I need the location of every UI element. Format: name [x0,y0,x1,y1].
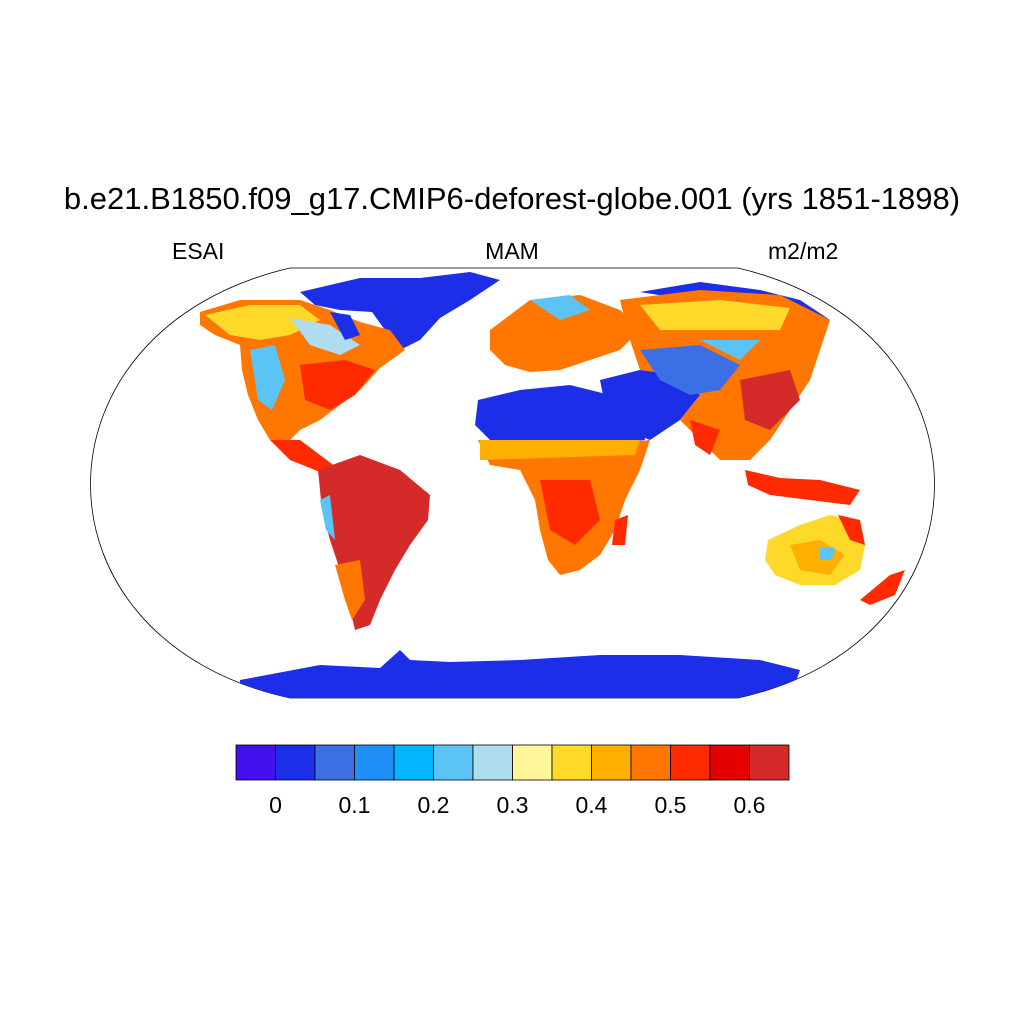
colorbar-swatch [591,744,632,781]
colorbar [235,744,790,781]
colorbar-swatch [512,744,553,781]
colorbar-swatch [354,744,395,781]
indonesia [745,470,860,505]
season-label: MAM [485,238,539,264]
antarctica [240,650,800,698]
new-zealand [860,570,905,605]
colorbar-tick-label: 0.5 [655,792,687,818]
colorbar-tick-label: 0.6 [734,792,766,818]
colorbar-swatch [749,744,790,781]
colorbar-tick-label: 0.3 [497,792,529,818]
colorbar-tick-label: 0 [269,792,282,818]
units-label: m2/m2 [768,238,839,264]
colorbar-swatch [433,744,474,781]
colorbar-tick-label: 0.2 [418,792,450,818]
colorbar-swatch [670,744,711,781]
colorbar-ticks: 0 0.1 0.2 0.3 0.4 0.5 0.6 [269,792,765,818]
colorbar-swatch [235,744,276,781]
colorbar-tick-label: 0.1 [339,792,371,818]
colorbar-swatch [472,744,513,781]
colorbar-tick-label: 0.4 [576,792,608,818]
greenland [300,272,500,350]
colorbar-swatch [709,744,750,781]
europe [490,295,640,372]
colorbar-swatch [630,744,671,781]
variable-label: ESAI [172,238,225,264]
colorbar-swatch [393,744,434,781]
colorbar-swatch [275,744,316,781]
plot-title: b.e21.B1850.f09_g17.CMIP6-deforest-globe… [63,181,961,216]
colorbar-swatch [314,744,355,781]
colorbar-swatch [551,744,592,781]
africa [475,385,645,445]
land-field [200,272,905,698]
